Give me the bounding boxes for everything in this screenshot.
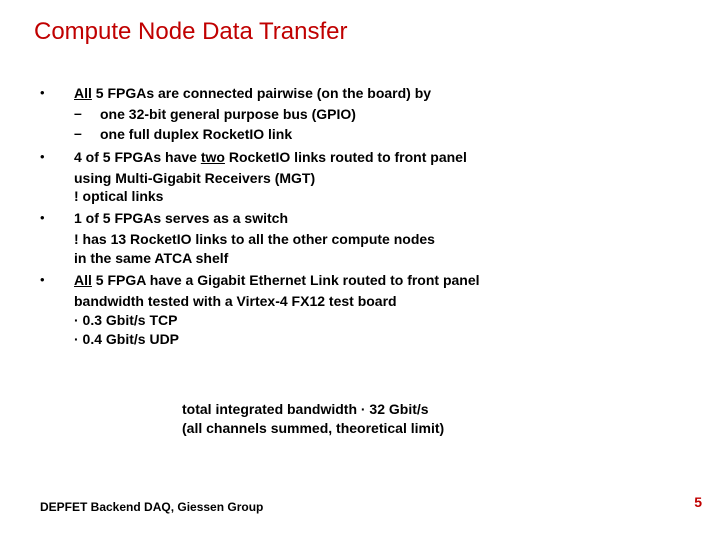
content-area: • All 5 FPGAs are connected pairwise (on…	[40, 84, 680, 349]
bullet-cont: using Multi-Gigabit Receivers (MGT)	[74, 169, 680, 188]
bullet-cont: in the same ATCA shelf	[74, 249, 680, 268]
page-number: 5	[694, 494, 702, 510]
summary-line: total integrated bandwidth · 32 Gbit/s	[182, 400, 444, 419]
bullet-text: All 5 FPGA have a Gigabit Ethernet Link …	[74, 271, 480, 290]
bullet-marker: •	[40, 84, 74, 100]
bullet-text: 4 of 5 FPGAs have two RocketIO links rou…	[74, 148, 467, 167]
bullet-cont: bandwidth tested with a Virtex-4 FX12 te…	[74, 292, 680, 311]
bullet-cont: ! optical links	[74, 187, 680, 206]
summary-block: total integrated bandwidth · 32 Gbit/s (…	[182, 400, 444, 438]
bullet-item: • All 5 FPGA have a Gigabit Ethernet Lin…	[40, 271, 680, 290]
bullet-item: • 4 of 5 FPGAs have two RocketIO links r…	[40, 148, 680, 167]
sub-item: – one 32-bit general purpose bus (GPIO)	[74, 105, 680, 124]
bullet-cont: · 0.4 Gbit/s UDP	[74, 330, 680, 349]
sub-marker: –	[74, 125, 100, 141]
bullet-marker: •	[40, 209, 74, 225]
bullet-item: • 1 of 5 FPGAs serves as a switch	[40, 209, 680, 228]
summary-line: (all channels summed, theoretical limit)	[182, 419, 444, 438]
sub-item: – one full duplex RocketIO link	[74, 125, 680, 144]
bullet-item: • All 5 FPGAs are connected pairwise (on…	[40, 84, 680, 103]
sub-text: one full duplex RocketIO link	[100, 125, 292, 144]
slide-title: Compute Node Data Transfer	[34, 18, 348, 46]
footer-text: DEPFET Backend DAQ, Giessen Group	[40, 500, 263, 514]
bullet-marker: •	[40, 271, 74, 287]
bullet-text: All 5 FPGAs are connected pairwise (on t…	[74, 84, 431, 103]
bullet-marker: •	[40, 148, 74, 164]
bullet-text: 1 of 5 FPGAs serves as a switch	[74, 209, 288, 228]
bullet-cont: · 0.3 Gbit/s TCP	[74, 311, 680, 330]
sub-text: one 32-bit general purpose bus (GPIO)	[100, 105, 356, 124]
sub-marker: –	[74, 105, 100, 121]
bullet-cont: ! has 13 RocketIO links to all the other…	[74, 230, 680, 249]
